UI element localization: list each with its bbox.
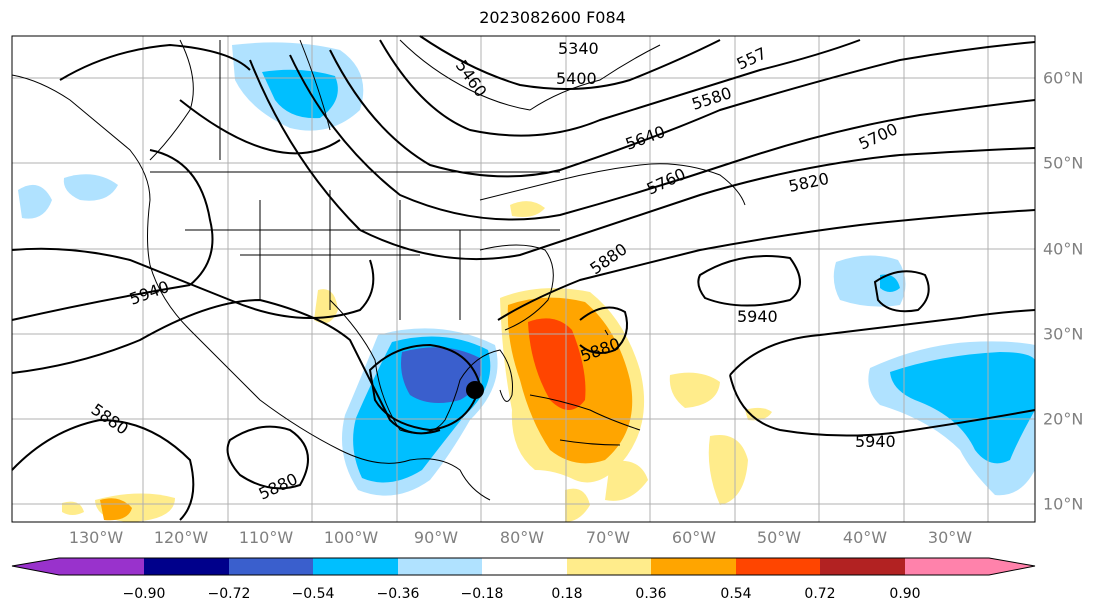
- lon-label: 70°W: [585, 528, 631, 547]
- colorbar-bin: [59, 558, 144, 575]
- colorbar-bin: [398, 558, 482, 575]
- graticule: [12, 36, 1035, 522]
- anomaly-shading: [18, 42, 1035, 522]
- lon-label: 130°W: [68, 528, 124, 547]
- colorbar-bin: [567, 558, 651, 575]
- colorbar-bin: [482, 558, 567, 575]
- storm-center-marker: [466, 381, 484, 399]
- contour-label-5340: 5340: [558, 39, 599, 58]
- colorbar-bin: [736, 558, 820, 575]
- lon-label: 120°W: [153, 528, 209, 547]
- colorbar-tick: 0.72: [804, 586, 836, 602]
- lon-label: 40°W: [842, 528, 888, 547]
- coastlines: [11, 39, 746, 501]
- contour-label-5400: 5400: [556, 69, 597, 88]
- height-contours: [11, 35, 1036, 521]
- colorbar-bin: [313, 558, 398, 575]
- map-title: 2023082600 F084: [479, 8, 626, 27]
- colorbar-bin: [820, 558, 905, 575]
- map-frame: [11, 35, 1036, 523]
- lat-label: 20°N: [1043, 409, 1084, 429]
- colorbar-tick: 0.36: [635, 586, 667, 602]
- contour-label-5940-east: 5940: [855, 432, 896, 451]
- colorbar-bin: [144, 558, 229, 575]
- colorbar-tick: −0.36: [376, 586, 420, 602]
- colorbar-extend-right: [989, 558, 1035, 575]
- lon-label: 60°W: [671, 528, 717, 547]
- colorbar-extend-left: [12, 558, 59, 575]
- colorbar-tick: 0.90: [889, 586, 921, 602]
- colorbar-tick: −0.90: [122, 586, 166, 602]
- colorbar-tick: 0.54: [720, 586, 752, 602]
- lat-label: 30°N: [1043, 324, 1084, 344]
- contour-label-5940-mid: 5940: [737, 307, 778, 326]
- lat-label: 40°N: [1043, 239, 1084, 259]
- colorbar: [11, 557, 1036, 576]
- lat-label: 60°N: [1043, 68, 1084, 88]
- lon-label: 90°W: [413, 528, 459, 547]
- colorbar-bin: [905, 558, 989, 575]
- colorbar-tick: −0.72: [207, 586, 251, 602]
- colorbar-bin: [651, 558, 736, 575]
- lon-label: 80°W: [499, 528, 545, 547]
- lon-label: 30°W: [927, 528, 973, 547]
- lon-label: 110°W: [238, 528, 294, 547]
- lon-label: 50°W: [756, 528, 802, 547]
- lon-label: 100°W: [323, 528, 379, 547]
- colorbar-bin: [229, 558, 313, 575]
- colorbar-tick: −0.18: [460, 586, 504, 602]
- lat-label: 50°N: [1043, 153, 1084, 173]
- colorbar-tick: −0.54: [291, 586, 335, 602]
- lat-label: 10°N: [1043, 494, 1084, 514]
- colorbar-tick: 0.18: [551, 586, 583, 602]
